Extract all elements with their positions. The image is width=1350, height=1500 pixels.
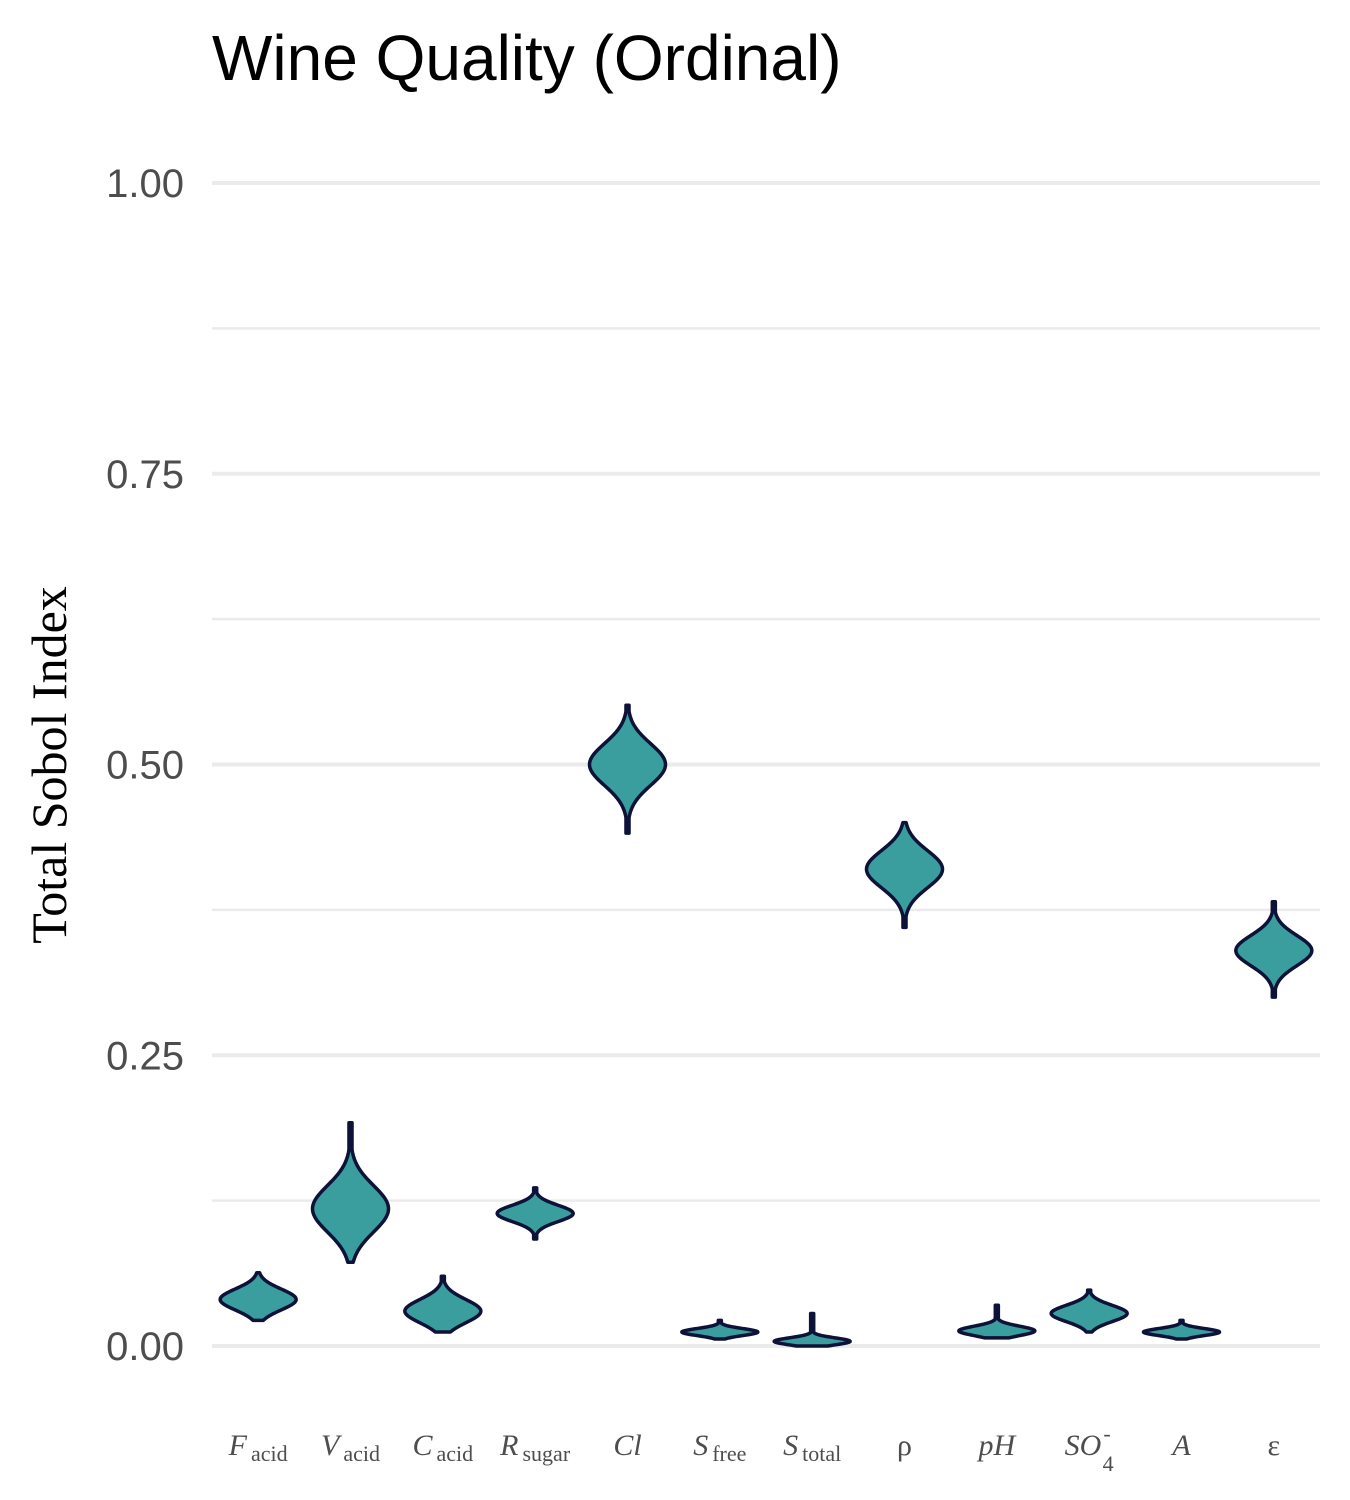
violin-vacid [310, 1120, 391, 1265]
y-tick-label: 0.00 [106, 1325, 184, 1369]
y-tick-label: 0.50 [106, 744, 184, 788]
violin-cacid [403, 1274, 483, 1334]
x-tick-label: Cl [613, 1429, 641, 1462]
grid-lines [212, 181, 1320, 1348]
x-tick-label: SO-4 [1065, 1421, 1114, 1476]
violins [218, 703, 1314, 1348]
y-tick-labels: 0.00 0.25 0.50 0.75 1.00 [106, 162, 184, 1369]
violin-cl [587, 703, 668, 835]
chart-title: Wine Quality (Ordinal) [212, 22, 842, 94]
violin-a [1141, 1318, 1222, 1341]
y-axis-label: Total Sobol Index [21, 586, 77, 944]
violin-sfree [680, 1318, 760, 1341]
x-tick-label: A [1170, 1429, 1191, 1462]
violin-ph [957, 1303, 1037, 1340]
y-tick-label: 1.00 [106, 162, 184, 206]
x-tick-label: pH [976, 1429, 1017, 1462]
y-tick-label: 0.75 [106, 453, 184, 497]
violin-ε [1234, 899, 1314, 999]
violin-rsugar [495, 1186, 575, 1241]
y-tick-label: 0.25 [106, 1034, 184, 1078]
violin-ρ [864, 820, 945, 930]
violin-facid [218, 1270, 298, 1323]
x-tick-label: ρ [897, 1429, 912, 1462]
x-tick-label: ε [1268, 1429, 1281, 1462]
violin-stotal [772, 1311, 852, 1348]
violin-so4 [1049, 1288, 1129, 1334]
